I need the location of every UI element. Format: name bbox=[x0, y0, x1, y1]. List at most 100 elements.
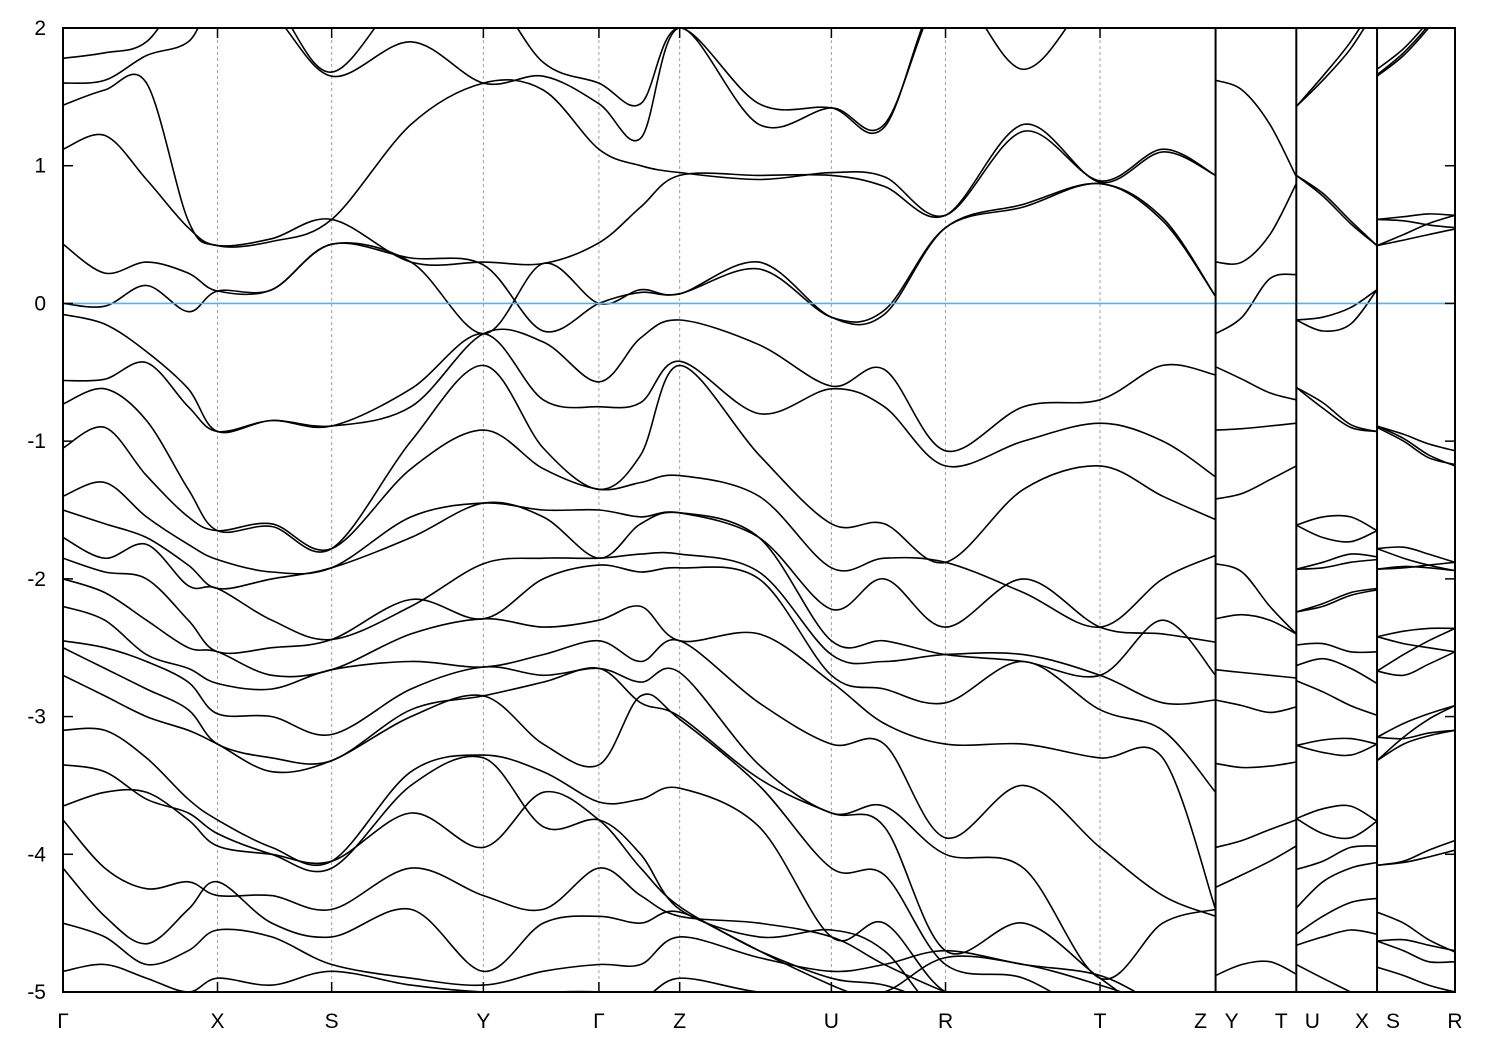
band-line bbox=[1376, 729, 1455, 740]
band-line bbox=[1376, 704, 1455, 762]
band-line bbox=[63, 922, 1138, 992]
band-line bbox=[1376, 425, 1455, 452]
y-tick-label: -5 bbox=[27, 981, 46, 1004]
band-line bbox=[1376, 940, 1455, 964]
band-line bbox=[1215, 699, 1297, 714]
x-tick-label: X bbox=[211, 1010, 225, 1033]
band-line bbox=[63, 955, 1125, 992]
band-line bbox=[63, 557, 1217, 793]
band-line bbox=[63, 481, 1216, 643]
band-line bbox=[1376, 218, 1455, 229]
band-line bbox=[1296, 743, 1378, 757]
band-line bbox=[1215, 819, 1297, 849]
band-line bbox=[1296, 553, 1378, 570]
band-line bbox=[1296, 558, 1378, 570]
y-tick-label: -1 bbox=[27, 430, 46, 453]
band-line bbox=[63, 819, 948, 992]
x-tick-label: Γ bbox=[57, 1010, 69, 1033]
band-line bbox=[1295, 386, 1378, 433]
band-line bbox=[63, 788, 851, 992]
band-line bbox=[1376, 911, 1455, 953]
band-line bbox=[1376, 627, 1455, 638]
y-tick-label: 0 bbox=[34, 292, 46, 315]
y-tick-label: 2 bbox=[34, 17, 46, 40]
plot-frame bbox=[62, 27, 1456, 993]
band-lines bbox=[63, 28, 1455, 992]
band-line bbox=[63, 426, 1216, 628]
band-line bbox=[1295, 680, 1378, 716]
band-line bbox=[1295, 174, 1378, 247]
band-line bbox=[1296, 289, 1378, 321]
band-line bbox=[1215, 562, 1297, 635]
band-line bbox=[1376, 28, 1424, 70]
band-line bbox=[1376, 28, 1428, 76]
x-tick-label: R bbox=[938, 1010, 953, 1033]
band-line bbox=[63, 313, 1216, 453]
band-line bbox=[63, 867, 908, 992]
band-line bbox=[1215, 845, 1297, 889]
band-line bbox=[63, 28, 925, 142]
band-line bbox=[1295, 386, 1378, 433]
band-line bbox=[1376, 213, 1455, 221]
x-tick-label: T bbox=[1275, 1010, 1288, 1033]
band-line bbox=[1296, 845, 1378, 871]
x-tick-label: Γ bbox=[593, 1010, 605, 1033]
band-line bbox=[1295, 28, 1361, 108]
band-line bbox=[1295, 963, 1353, 992]
y-tick-label: 1 bbox=[34, 155, 46, 178]
band-line bbox=[1376, 28, 1430, 77]
y-tick-labels: -5 -4 -3 -2 -1 0 1 2 bbox=[27, 17, 46, 1004]
band-line bbox=[1215, 183, 1298, 265]
band-line bbox=[1295, 861, 1378, 909]
x-tick-label: U bbox=[1305, 1010, 1320, 1033]
band-line bbox=[1296, 589, 1378, 613]
band-line bbox=[1376, 228, 1455, 247]
grid-lines bbox=[217, 28, 1101, 992]
band-line bbox=[63, 578, 1217, 910]
band-line bbox=[1376, 704, 1455, 738]
y-tick-label: -4 bbox=[27, 843, 46, 866]
band-line bbox=[1295, 897, 1378, 935]
band-line bbox=[1376, 426, 1455, 466]
band-line bbox=[63, 182, 1217, 333]
band-line bbox=[1296, 657, 1378, 685]
x-tick-label: S bbox=[1386, 1010, 1400, 1033]
band-line bbox=[1376, 561, 1455, 570]
axes bbox=[62, 27, 1456, 993]
band-line bbox=[63, 605, 1216, 918]
band-line bbox=[1295, 817, 1378, 840]
band-line bbox=[1376, 938, 1455, 952]
x-tick-label: U bbox=[824, 1010, 839, 1033]
band-line bbox=[1376, 546, 1455, 564]
band-line bbox=[1296, 514, 1378, 532]
x-tick-label: Y bbox=[1225, 1010, 1239, 1033]
band-line bbox=[63, 640, 1216, 981]
band-line bbox=[1376, 547, 1455, 572]
x-tick-label: T bbox=[1094, 1010, 1107, 1033]
band-line bbox=[1296, 737, 1378, 747]
band-line bbox=[1215, 613, 1297, 635]
x-tick-label: X bbox=[1355, 1010, 1369, 1033]
band-line bbox=[1215, 273, 1297, 335]
band-line bbox=[1215, 79, 1298, 178]
band-line bbox=[1376, 849, 1455, 867]
band-line bbox=[1295, 28, 1366, 108]
band-line bbox=[1215, 366, 1297, 401]
band-line bbox=[63, 536, 1216, 705]
band-line bbox=[63, 28, 1068, 135]
y-tick-label: -2 bbox=[27, 568, 46, 591]
band-line bbox=[63, 123, 1216, 267]
band-line bbox=[1296, 804, 1378, 822]
band-line bbox=[63, 364, 1216, 564]
x-tick-label: S bbox=[325, 1010, 339, 1033]
x-tick-label: Z bbox=[1194, 1010, 1207, 1033]
band-line bbox=[1215, 668, 1297, 679]
y-tick-label: -3 bbox=[27, 706, 46, 729]
band-line bbox=[1295, 289, 1378, 332]
band-line bbox=[1376, 651, 1455, 677]
band-line bbox=[63, 646, 1121, 992]
band-line bbox=[1376, 214, 1455, 247]
band-line bbox=[63, 727, 948, 992]
